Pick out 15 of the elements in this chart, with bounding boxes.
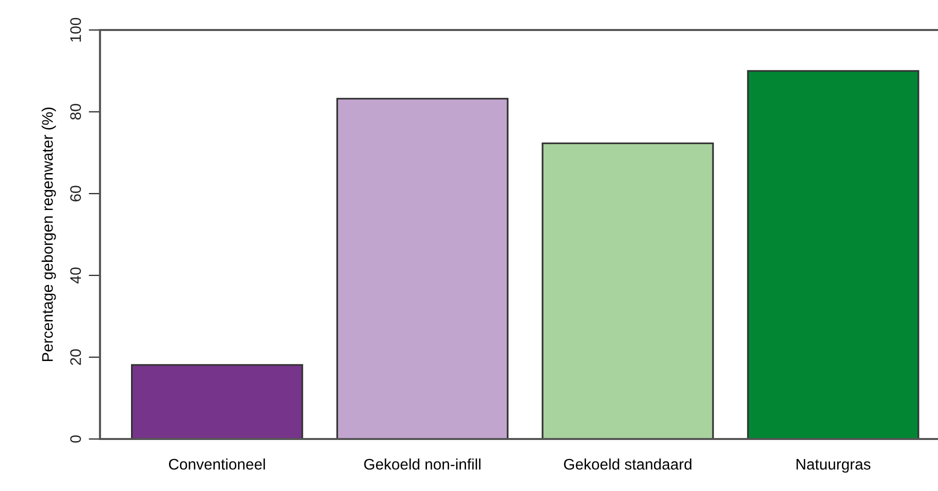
x-tick-label: Gekoeld standaard [564, 458, 692, 470]
x-tick-label: Gekoeld non-infill [364, 458, 480, 470]
x-tick-label: Conventioneel [169, 458, 265, 470]
y-tick-label: 60 [70, 186, 82, 202]
bar [336, 98, 508, 439]
bar [747, 70, 920, 439]
y-tick-label: 80 [70, 104, 82, 120]
x-tick-label: Natuurgras [796, 459, 870, 473]
y-tick-label: 0 [70, 435, 82, 443]
y-axis-title: Percentage geborgen regenwater (%) [42, 108, 56, 362]
bar [130, 364, 304, 439]
y-tick-label: 20 [70, 349, 82, 365]
y-tick-label: 40 [70, 268, 82, 284]
y-tick-label: 100 [70, 18, 82, 42]
bar [542, 142, 714, 439]
